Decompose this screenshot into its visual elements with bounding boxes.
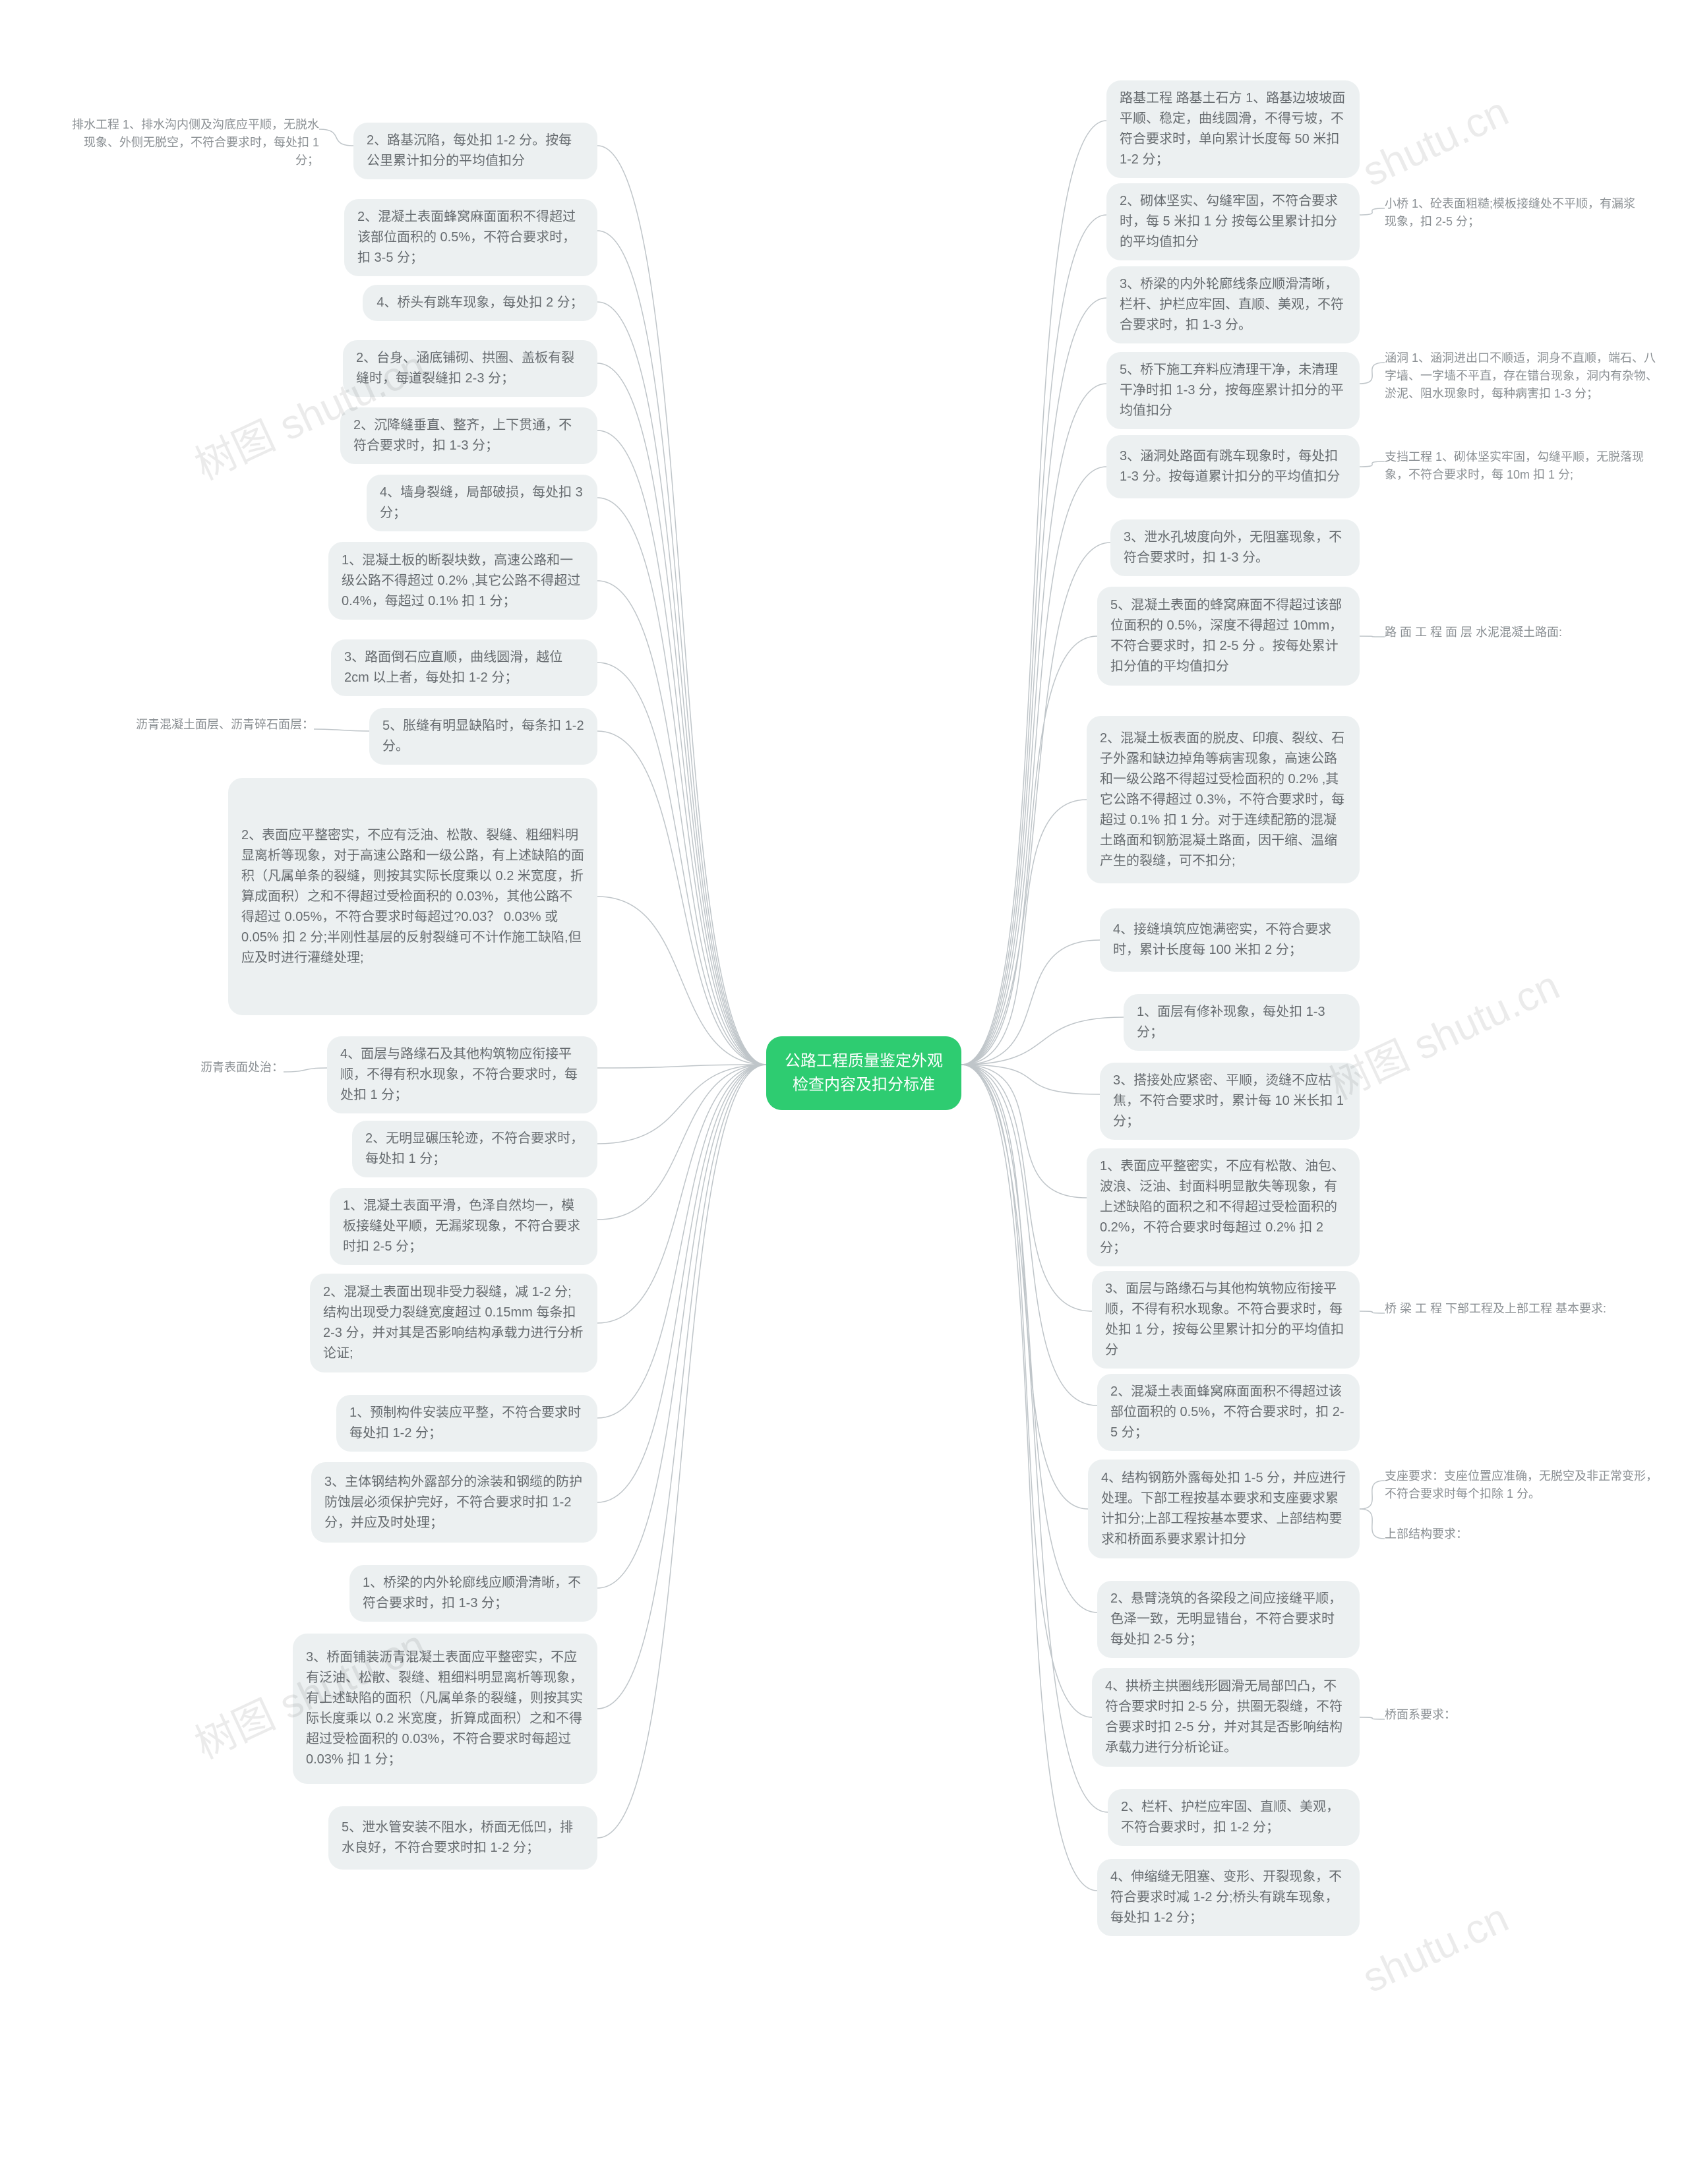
node-label: 2、台身、涵底铺砌、拱圈、盖板有裂缝时，每道裂缝扣 2-3 分； bbox=[356, 348, 584, 389]
node-label: 3、搭接处应紧密、平顺，烫缝不应枯焦，不符合要求时，累计每 10 米长扣 1 分… bbox=[1113, 1071, 1346, 1132]
mindmap-node[interactable]: 5、桥下施工弃料应清理干净，未清理干净时扣 1-3 分，按每座累计扣分的平均值扣… bbox=[1106, 352, 1360, 429]
leaf-label: 沥青混凝土面层、沥青碎石面层： bbox=[103, 716, 314, 734]
mindmap-node[interactable]: 3、搭接处应紧密、平顺，烫缝不应枯焦，不符合要求时，累计每 10 米长扣 1 分… bbox=[1100, 1063, 1360, 1140]
node-label: 3、路面倒石应直顺，曲线圆滑，越位 2cm 以上者，每处扣 1-2 分； bbox=[344, 647, 584, 688]
node-label: 1、混凝土表面平滑，色泽自然均一，模板接缝处平顺，无漏浆现象，不符合要求时扣 2… bbox=[343, 1196, 584, 1257]
node-label: 2、无明显碾压轮迹，不符合要求时，每处扣 1 分； bbox=[365, 1129, 584, 1169]
mindmap-node[interactable]: 2、混凝土表面蜂窝麻面面积不得超过该部位面积的 0.5%，不符合要求时，扣 2-… bbox=[1097, 1374, 1360, 1451]
leaf-label: 桥 梁 工 程 下部工程及上部工程 基本要求: bbox=[1385, 1300, 1662, 1318]
node-label: 4、结构钢筋外露每处扣 1-5 分，并应进行处理。下部工程按基本要求和支座要求累… bbox=[1101, 1468, 1346, 1550]
node-label: 1、桥梁的内外轮廊线应顺滑清晰，不符合要求时，扣 1-3 分； bbox=[363, 1573, 584, 1614]
mindmap-node[interactable]: 4、墙身裂缝，局部破损，每处扣 3 分； bbox=[367, 475, 597, 531]
leaf-label: 上部结构要求： bbox=[1385, 1525, 1582, 1543]
node-label: 3、面层与路缘石与其他构筑物应衔接平顺，不得有积水现象。不符合要求时，每处扣 1… bbox=[1105, 1279, 1346, 1361]
node-label: 1、混凝土板的断裂块数，高速公路和一级公路不得超过 0.2% ,其它公路不得超过… bbox=[342, 550, 584, 612]
node-label: 3、涵洞处路面有跳车现象时，每处扣 1-3 分。按每道累计扣分的平均值扣分 bbox=[1120, 446, 1346, 487]
node-label: 2、沉降缝垂直、整齐，上下贯通，不符合要求时，扣 1-3 分； bbox=[353, 415, 584, 456]
mindmap-node[interactable]: 1、混凝土板的断裂块数，高速公路和一级公路不得超过 0.2% ,其它公路不得超过… bbox=[328, 542, 597, 620]
mindmap-canvas: 公路工程质量鉴定外观检查内容及扣分标准 2、路基沉陷，每处扣 1-2 分。按每公里… bbox=[0, 0, 1688, 2184]
leaf-label: 排水工程 1、排水沟内侧及沟底应平顺，无脱水现象、外侧无脱空，不符合要求时，每处… bbox=[69, 116, 319, 169]
mindmap-node[interactable]: 4、拱桥主拱圈线形圆滑无局部凹凸，不符合要求时扣 2-5 分，拱圈无裂缝，不符合… bbox=[1092, 1668, 1360, 1767]
node-label: 2、混凝土板表面的脱皮、印痕、裂纹、石子外露和缺边掉角等病害现象，高速公路和一级… bbox=[1100, 728, 1346, 871]
mindmap-node[interactable]: 1、预制构件安装应平整，不符合要求时每处扣 1-2 分； bbox=[336, 1395, 597, 1452]
node-label: 2、混凝土表面蜂窝麻面面积不得超过该部位面积的 0.5%，不符合要求时，扣 2-… bbox=[1110, 1382, 1346, 1443]
node-label: 1、表面应平整密实，不应有松散、油包、波浪、泛油、封面料明显散失等现象，有上述缺… bbox=[1100, 1156, 1346, 1258]
node-label: 4、墙身裂缝，局部破损，每处扣 3 分； bbox=[380, 483, 584, 523]
mindmap-node[interactable]: 4、接缝填筑应饱满密实，不符合要求时，累计长度每 100 米扣 2 分； bbox=[1100, 908, 1360, 972]
mindmap-node[interactable]: 2、路基沉陷，每处扣 1-2 分。按每公里累计扣分的平均值扣分 bbox=[353, 123, 597, 179]
leaf-label: 小桥 1、砼表面粗糙;模板接缝处不平顺，有漏浆现象，扣 2-5 分； bbox=[1385, 195, 1635, 231]
node-label: 3、桥梁的内外轮廊线条应顺滑清晰，栏杆、护栏应牢固、直顺、美观，不符合要求时，扣… bbox=[1120, 274, 1346, 336]
mindmap-node[interactable]: 3、面层与路缘石与其他构筑物应衔接平顺，不得有积水现象。不符合要求时，每处扣 1… bbox=[1092, 1271, 1360, 1369]
mindmap-node[interactable]: 4、面层与路缘石及其他构筑物应衔接平顺，不得有积水现象，不符合要求时，每处扣 1… bbox=[327, 1036, 597, 1113]
node-label: 1、预制构件安装应平整，不符合要求时每处扣 1-2 分； bbox=[349, 1403, 584, 1444]
node-label: 4、伸缩缝无阻塞、变形、开裂现象，不符合要求时减 1-2 分;桥头有跳车现象，每… bbox=[1110, 1867, 1346, 1928]
mindmap-node[interactable]: 2、混凝土表面蜂窝麻面面积不得超过该部位面积的 0.5%，不符合要求时，扣 3-… bbox=[344, 199, 597, 276]
mindmap-node[interactable]: 3、路面倒石应直顺，曲线圆滑，越位 2cm 以上者，每处扣 1-2 分； bbox=[331, 639, 597, 696]
node-label: 5、混凝土表面的蜂窝麻面不得超过该部位面积的 0.5%，深度不得超过 10mm，… bbox=[1110, 595, 1346, 677]
node-label: 公路工程质量鉴定外观检查内容及扣分标准 bbox=[785, 1049, 943, 1097]
leaf-label: 沥青表面处治： bbox=[138, 1059, 284, 1077]
watermark: shutu.cn bbox=[1356, 1895, 1515, 2002]
leaf-label: 桥面系要求： bbox=[1385, 1706, 1517, 1724]
node-label: 5、桥下施工弃料应清理干净，未清理干净时扣 1-3 分，按每座累计扣分的平均值扣… bbox=[1120, 360, 1346, 421]
mindmap-node[interactable]: 2、台身、涵底铺砌、拱圈、盖板有裂缝时，每道裂缝扣 2-3 分； bbox=[343, 340, 597, 397]
root-node[interactable]: 公路工程质量鉴定外观检查内容及扣分标准 bbox=[766, 1036, 961, 1110]
mindmap-node[interactable]: 2、混凝土板表面的脱皮、印痕、裂纹、石子外露和缺边掉角等病害现象，高速公路和一级… bbox=[1087, 716, 1360, 883]
node-label: 5、胀缝有明显缺陷时，每条扣 1-2 分。 bbox=[382, 716, 584, 757]
node-label: 4、面层与路缘石及其他构筑物应衔接平顺，不得有积水现象，不符合要求时，每处扣 1… bbox=[340, 1044, 584, 1106]
mindmap-node[interactable]: 1、桥梁的内外轮廊线应顺滑清晰，不符合要求时，扣 1-3 分； bbox=[349, 1565, 597, 1622]
mindmap-node[interactable]: 3、主体钢结构外露部分的涂装和钢缆的防护防蚀层必须保护完好，不符合要求时扣 1-… bbox=[311, 1462, 597, 1543]
node-label: 3、桥面铺装沥青混凝土表面应平整密实，不应有泛油、松散、裂缝、粗细料明显离析等现… bbox=[306, 1647, 584, 1770]
node-label: 3、泄水孔坡度向外，无阻塞现象，不符合要求时，扣 1-3 分。 bbox=[1124, 527, 1346, 568]
node-label: 5、泄水管安装不阻水，桥面无低凹，排水良好，不符合要求时扣 1-2 分； bbox=[342, 1817, 584, 1858]
node-label: 4、拱桥主拱圈线形圆滑无局部凹凸，不符合要求时扣 2-5 分，拱圈无裂缝，不符合… bbox=[1105, 1676, 1346, 1758]
node-label: 2、悬臂浇筑的各梁段之间应接缝平顺，色泽一致，无明显错台，不符合要求时每处扣 2… bbox=[1110, 1589, 1346, 1650]
mindmap-node[interactable]: 3、桥梁的内外轮廊线条应顺滑清晰，栏杆、护栏应牢固、直顺、美观，不符合要求时，扣… bbox=[1106, 266, 1360, 343]
mindmap-node[interactable]: 5、混凝土表面的蜂窝麻面不得超过该部位面积的 0.5%，深度不得超过 10mm，… bbox=[1097, 587, 1360, 686]
node-label: 2、表面应平整密实，不应有泛油、松散、裂缝、粗细料明显离析等现象，对于高速公路和… bbox=[241, 825, 584, 968]
mindmap-node[interactable]: 1、面层有修补现象，每处扣 1-3 分； bbox=[1124, 994, 1360, 1051]
node-label: 2、砌体坚实、勾缝牢固，不符合要求时，每 5 米扣 1 分 按每公里累计扣分的平… bbox=[1120, 191, 1346, 252]
mindmap-node[interactable]: 2、砌体坚实、勾缝牢固，不符合要求时，每 5 米扣 1 分 按每公里累计扣分的平… bbox=[1106, 183, 1360, 260]
node-label: 4、接缝填筑应饱满密实，不符合要求时，累计长度每 100 米扣 2 分； bbox=[1113, 920, 1346, 960]
node-label: 2、栏杆、护栏应牢固、直顺、美观，不符合要求时，扣 1-2 分； bbox=[1121, 1797, 1346, 1838]
mindmap-node[interactable]: 2、混凝土表面出现非受力裂缝，减 1-2 分;结构出现受力裂缝宽度超过 0.15… bbox=[310, 1274, 597, 1372]
node-label: 2、混凝土表面出现非受力裂缝，减 1-2 分;结构出现受力裂缝宽度超过 0.15… bbox=[323, 1282, 584, 1364]
node-label: 1、面层有修补现象，每处扣 1-3 分； bbox=[1137, 1002, 1346, 1043]
mindmap-node[interactable]: 3、桥面铺装沥青混凝土表面应平整密实，不应有泛油、松散、裂缝、粗细料明显离析等现… bbox=[293, 1634, 597, 1784]
node-label: 3、主体钢结构外露部分的涂装和钢缆的防护防蚀层必须保护完好，不符合要求时扣 1-… bbox=[324, 1472, 584, 1533]
mindmap-node[interactable]: 5、泄水管安装不阻水，桥面无低凹，排水良好，不符合要求时扣 1-2 分； bbox=[328, 1806, 597, 1870]
leaf-label: 路 面 工 程 面 层 水泥混凝土路面: bbox=[1385, 624, 1635, 641]
mindmap-node[interactable]: 4、伸缩缝无阻塞、变形、开裂现象，不符合要求时减 1-2 分;桥头有跳车现象，每… bbox=[1097, 1859, 1360, 1936]
mindmap-node[interactable]: 2、表面应平整密实，不应有泛油、松散、裂缝、粗细料明显离析等现象，对于高速公路和… bbox=[228, 778, 597, 1015]
mindmap-node[interactable]: 路基工程 路基土石方 1、路基边坡坡面平顺、稳定，曲线圆滑，不得亏坡，不符合要求… bbox=[1106, 80, 1360, 178]
mindmap-node[interactable]: 1、表面应平整密实，不应有松散、油包、波浪、泛油、封面料明显散失等现象，有上述缺… bbox=[1087, 1148, 1360, 1266]
mindmap-node[interactable]: 1、混凝土表面平滑，色泽自然均一，模板接缝处平顺，无漏浆现象，不符合要求时扣 2… bbox=[330, 1188, 597, 1265]
node-label: 2、路基沉陷，每处扣 1-2 分。按每公里累计扣分的平均值扣分 bbox=[367, 131, 584, 171]
mindmap-node[interactable]: 2、无明显碾压轮迹，不符合要求时，每处扣 1 分； bbox=[352, 1121, 597, 1177]
node-label: 4、桥头有跳车现象，每处扣 2 分； bbox=[377, 293, 583, 313]
mindmap-node[interactable]: 4、桥头有跳车现象，每处扣 2 分； bbox=[363, 285, 597, 321]
mindmap-node[interactable]: 3、泄水孔坡度向外，无阻塞现象，不符合要求时，扣 1-3 分。 bbox=[1110, 519, 1360, 576]
leaf-label: 支座要求：支座位置应准确，无脱空及非正常变形，不符合要求时每个扣除 1 分。 bbox=[1385, 1467, 1662, 1503]
node-label: 2、混凝土表面蜂窝麻面面积不得超过该部位面积的 0.5%，不符合要求时，扣 3-… bbox=[357, 207, 584, 268]
mindmap-node[interactable]: 3、涵洞处路面有跳车现象时，每处扣 1-3 分。按每道累计扣分的平均值扣分 bbox=[1106, 435, 1360, 498]
mindmap-node[interactable]: 4、结构钢筋外露每处扣 1-5 分，并应进行处理。下部工程按基本要求和支座要求累… bbox=[1088, 1460, 1360, 1558]
watermark: shutu.cn bbox=[1356, 88, 1515, 196]
mindmap-node[interactable]: 5、胀缝有明显缺陷时，每条扣 1-2 分。 bbox=[369, 708, 597, 765]
mindmap-node[interactable]: 2、栏杆、护栏应牢固、直顺、美观，不符合要求时，扣 1-2 分； bbox=[1108, 1789, 1360, 1846]
node-label: 路基工程 路基土石方 1、路基边坡坡面平顺、稳定，曲线圆滑，不得亏坡，不符合要求… bbox=[1120, 88, 1346, 170]
leaf-label: 涵洞 1、涵洞进出口不顺适，洞身不直顺，端石、八字墙、一字墙不平直，存在错台现象… bbox=[1385, 349, 1662, 403]
mindmap-node[interactable]: 2、悬臂浇筑的各梁段之间应接缝平顺，色泽一致，无明显错台，不符合要求时每处扣 2… bbox=[1097, 1581, 1360, 1658]
leaf-label: 支挡工程 1、砌体坚实牢固，勾缝平顺，无脱落现象，不符合要求时，每 10m 扣 … bbox=[1385, 448, 1662, 484]
mindmap-node[interactable]: 2、沉降缝垂直、整齐，上下贯通，不符合要求时，扣 1-3 分； bbox=[340, 407, 597, 464]
